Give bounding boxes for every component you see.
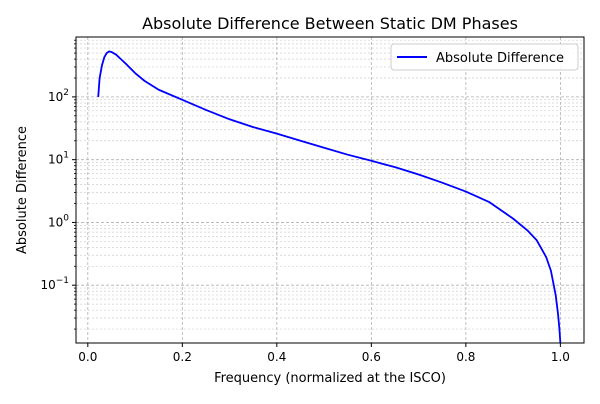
series-line-absolute-difference [97,50,562,344]
chart-title: Absolute Difference Between Static DM Ph… [142,14,518,33]
grid-layer [76,37,584,343]
plot-frame [75,36,585,344]
x-tick-label: 0.2 [173,350,192,364]
legend-label: Absolute Difference [436,51,564,66]
x-tick-label: 1.0 [551,350,570,364]
x-axis-label: Frequency (normalized at the ISCO) [214,371,446,386]
legend: Absolute Difference [390,43,579,71]
x-tick-label: 0.4 [267,350,286,364]
legend-box [390,43,579,71]
y-axis-label: Absolute Difference [15,126,30,254]
x-tick-label: 0.6 [362,350,381,364]
series-layer [97,50,562,344]
x-tick-label: 0.8 [456,350,475,364]
x-tick-label: 0.0 [78,350,97,364]
